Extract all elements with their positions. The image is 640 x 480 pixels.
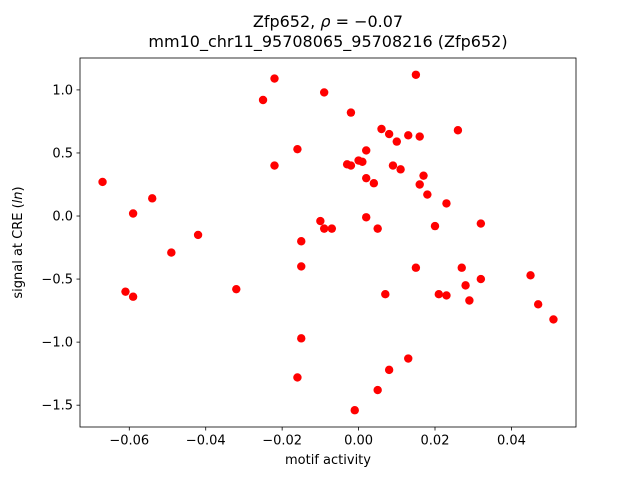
data-point <box>415 180 424 189</box>
data-point <box>293 144 302 154</box>
x-tick-label: −0.04 <box>186 434 226 449</box>
data-point <box>423 190 432 199</box>
y-tick-label: −0.5 <box>41 273 73 288</box>
data-point <box>430 221 440 231</box>
data-point <box>121 287 130 296</box>
data-point <box>373 224 382 233</box>
x-tick-label: 0.00 <box>344 434 373 449</box>
chart-title-line1: Zfp652, ρ = −0.07 <box>253 12 403 31</box>
data-point <box>369 179 379 188</box>
data-point <box>404 131 413 140</box>
data-point <box>293 373 302 382</box>
y-axis-ticks: −1.5 −1.0 −0.5 0.0 0.5 1.0 <box>41 83 80 414</box>
data-point <box>258 95 268 105</box>
data-point <box>270 161 279 170</box>
data-point <box>384 129 394 139</box>
y-tick-label: −1.5 <box>41 399 73 414</box>
x-axis-ticks: −0.06 −0.04 −0.02 0.00 0.02 0.04 <box>109 427 526 449</box>
y-tick-label: 0.5 <box>52 146 73 161</box>
data-point <box>362 146 371 155</box>
data-point <box>319 88 329 97</box>
data-point <box>297 237 306 246</box>
data-point <box>346 161 356 170</box>
data-point <box>461 281 470 290</box>
data-point <box>388 161 398 170</box>
data-point <box>526 271 535 280</box>
y-axis-label: signal at CRE (ln) <box>11 186 26 298</box>
data-point <box>350 406 359 415</box>
data-point <box>457 263 466 272</box>
data-point <box>453 126 463 135</box>
data-point <box>442 291 451 300</box>
data-point <box>319 224 329 233</box>
x-tick-label: 0.04 <box>497 434 526 449</box>
data-point <box>316 216 325 226</box>
data-point <box>404 354 413 363</box>
y-tick-label: 0.0 <box>52 210 73 225</box>
data-point <box>297 334 306 343</box>
data-point <box>476 219 486 228</box>
x-axis-label: motif activity <box>285 453 371 468</box>
data-point <box>392 137 401 146</box>
y-tick-label: −1.0 <box>41 336 73 351</box>
data-point <box>327 224 337 233</box>
data-point <box>373 385 382 395</box>
data-point <box>533 300 543 309</box>
data-point <box>270 74 279 83</box>
data-point <box>358 157 367 166</box>
data-point <box>396 165 405 174</box>
data-point <box>362 213 371 222</box>
data-point <box>297 262 306 271</box>
data-point <box>362 173 371 183</box>
data-point <box>411 263 421 272</box>
data-point <box>384 365 394 375</box>
data-point <box>98 177 107 187</box>
data-point <box>549 315 558 324</box>
data-point <box>167 248 176 257</box>
data-point <box>128 209 138 218</box>
x-tick-label: −0.02 <box>262 434 302 449</box>
x-tick-label: −0.06 <box>109 434 149 449</box>
data-point <box>193 230 203 240</box>
data-point <box>232 284 241 294</box>
data-point <box>381 290 390 299</box>
plot-area <box>79 57 577 428</box>
data-point <box>442 199 451 208</box>
data-point <box>476 274 486 284</box>
data-point <box>415 132 424 141</box>
y-tick-label: 1.0 <box>52 83 73 98</box>
data-point <box>346 108 356 117</box>
data-point <box>419 171 428 180</box>
data-point <box>434 290 444 299</box>
data-point <box>148 194 157 203</box>
data-point <box>465 296 474 305</box>
chart-title-line2: mm10_chr11_95708065_95708216 (Zfp652) <box>148 32 507 52</box>
scatter-points <box>98 70 558 415</box>
data-point <box>377 124 386 134</box>
x-tick-label: 0.02 <box>421 434 450 449</box>
data-point <box>128 292 138 301</box>
data-point <box>411 70 421 79</box>
